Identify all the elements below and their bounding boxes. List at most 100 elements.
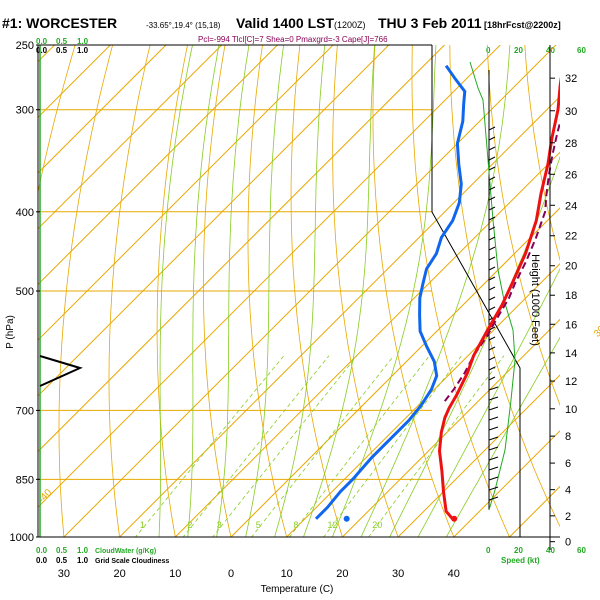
wind-barb	[488, 156, 496, 161]
wind-barb	[488, 146, 496, 151]
moist-adiabat-line	[389, 155, 560, 537]
moist-adiabat-line	[303, 45, 376, 537]
temperature-tick-label: 10	[169, 568, 181, 580]
wind-barb	[488, 466, 499, 471]
x-axis-title: Temperature (C)	[261, 584, 334, 595]
wind-barb	[488, 256, 496, 261]
pressure-tick-label: 850	[16, 474, 34, 486]
wind-barb	[488, 166, 496, 171]
dry-adiabat-line	[372, 45, 455, 537]
wind-barb	[488, 246, 496, 251]
temperature-tick-label: 20	[113, 568, 125, 580]
top-cloud-tick-1: 0.5	[56, 37, 68, 46]
wind-barb	[488, 226, 496, 231]
top-cloud-tick-0: 0.0	[36, 37, 48, 46]
mixing-ratio-labels: 1 2 3 5 8 12 20	[140, 520, 382, 530]
wind-panel-boundary	[431, 45, 521, 537]
bottom-cloud-label: CloudWater (g/Kg)	[95, 548, 156, 555]
moist-adiabat-line	[445, 336, 560, 537]
isotherm-line	[38, 45, 223, 230]
title-forecast: [18hrFcst@2200z]	[484, 20, 561, 30]
pressure-tick-label: 500	[16, 286, 34, 298]
dry-adiabat-line	[156, 45, 188, 537]
title-valid: Valid 1400 LST	[236, 15, 334, 31]
top-grid-tick-1: 0.5	[56, 46, 68, 55]
dry-adiabat-line	[247, 45, 288, 537]
wind-barb	[488, 186, 496, 191]
height-tick-label: 4	[565, 485, 571, 497]
isotherm-line	[38, 45, 279, 286]
bottom-grid-tick-1: 0.5	[56, 556, 68, 565]
wind-barb	[488, 276, 496, 281]
wind-barb	[488, 366, 496, 371]
wind-barb	[488, 396, 499, 401]
mixing-ratio-line	[288, 355, 430, 537]
dry-adiabat-line	[108, 45, 151, 537]
isotherm-line	[38, 45, 167, 174]
height-tick-label: 28	[565, 138, 577, 150]
mixing-ratio-label: 3	[217, 520, 222, 530]
wind-barb	[488, 286, 496, 291]
pressure-tick-label: 300	[16, 105, 34, 117]
dry-adiabat-line	[38, 45, 76, 195]
height-tick-label: 14	[565, 348, 577, 360]
moist-adiabat-line	[187, 45, 220, 537]
y-axis-title: P (hPa)	[5, 315, 16, 349]
top-grid-tick-2: 1.0	[77, 46, 89, 55]
wind-barb	[488, 266, 496, 271]
wind-barb	[488, 386, 499, 391]
mixing-ratio-label: 8	[293, 520, 298, 530]
bottom-cloud-tick-0: 0.0	[36, 546, 48, 555]
moist-adiabat-line	[245, 45, 285, 537]
wind-barb	[488, 126, 496, 131]
wind-barb	[488, 216, 496, 221]
mixing-ratio-line	[323, 355, 462, 537]
isotherm-line	[453, 430, 560, 537]
moist-adiabat-line	[158, 45, 193, 537]
isotherm-line	[341, 318, 560, 537]
wind-barb	[488, 306, 496, 311]
mixing-ratio-label: 2	[187, 520, 192, 530]
height-tick-label: 10	[565, 404, 577, 416]
top-scales: 0.0 0.5 1.0 0.0 0.5 1.0 0 20 40 60	[36, 37, 586, 55]
height-tick-label: 2	[565, 511, 571, 523]
top-speed-tick-0: 0	[486, 46, 491, 55]
mixing-ratio-label: 20	[372, 520, 382, 530]
temperature-tick-label: 40	[448, 568, 460, 580]
mixing-ratio-label: 5	[256, 520, 261, 530]
bottom-grid-tick-2: 1.0	[77, 556, 89, 565]
isotherm-line	[285, 262, 560, 537]
bottom-speed-tick-0: 0	[486, 546, 491, 555]
isotherm-line	[38, 45, 446, 453]
bottom-grid-label: Grid Scale Cloudiness	[95, 558, 169, 565]
pressure-axis: 250 300 400 500 700 850 1000	[10, 40, 40, 544]
height-axis-title: Height (1000 Feet)	[529, 254, 541, 346]
mixing-ratio-line	[251, 355, 395, 537]
height-tick-label: 32	[565, 73, 577, 85]
wind-barb	[488, 196, 496, 201]
bottom-speed-tick-3: 60	[577, 546, 586, 555]
wind-barb	[488, 346, 496, 351]
dry-adiabat-line	[290, 45, 343, 537]
wind-barb	[488, 326, 496, 331]
temperature-tick-label: 20	[336, 568, 348, 580]
wind-barb	[488, 486, 499, 491]
wind-barb	[488, 296, 496, 301]
isotherm-line	[38, 45, 334, 341]
height-tick-label: 16	[565, 319, 577, 331]
title-zulu: (1200Z)	[334, 20, 366, 30]
top-grid-tick-0: 0.0	[36, 46, 48, 55]
surface-temperature-marker	[451, 515, 458, 522]
wind-barb	[488, 436, 499, 441]
isotherm-label: 30	[592, 324, 600, 340]
dry-adiabat-line	[202, 45, 232, 537]
height-tick-label: 0	[565, 537, 571, 549]
mixing-ratio-line	[368, 355, 505, 537]
wind-barbs	[488, 126, 499, 501]
wind-barb	[488, 356, 496, 361]
height-tick-label: 26	[565, 169, 577, 181]
height-tick-label: 6	[565, 458, 571, 470]
bottom-speed-label: Speed (kt)	[501, 556, 540, 565]
bottom-scales: 0.0 0.5 1.0 CloudWater (g/Kg) 0.0 0.5 1.…	[36, 546, 586, 565]
